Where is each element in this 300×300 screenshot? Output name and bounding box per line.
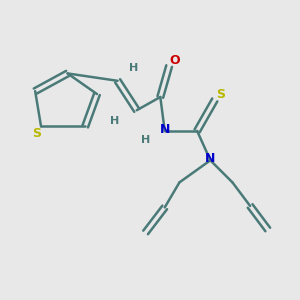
Text: O: O xyxy=(169,54,180,67)
Text: H: H xyxy=(141,135,150,145)
Text: S: S xyxy=(32,127,41,140)
Text: H: H xyxy=(129,63,138,73)
Text: H: H xyxy=(110,116,119,126)
Text: N: N xyxy=(160,123,170,136)
Text: S: S xyxy=(216,88,225,101)
Text: N: N xyxy=(205,152,215,165)
